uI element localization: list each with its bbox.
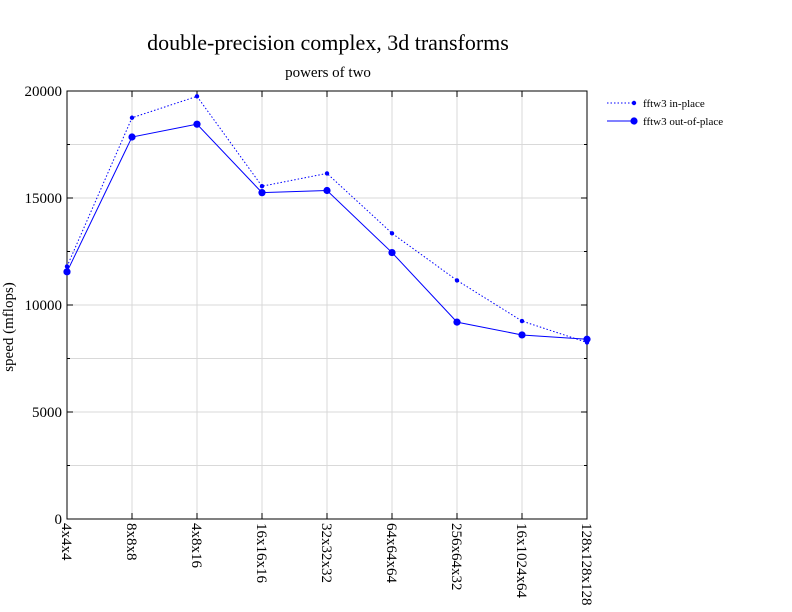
- grid-lines: [67, 91, 587, 519]
- data-point-out-of-place: [258, 189, 266, 197]
- x-tick-label: 4x4x4: [58, 523, 74, 561]
- x-tick-label: 64x64x64: [383, 523, 399, 584]
- y-tick-label: 20000: [25, 84, 63, 100]
- y-axis-label: speed (mflops): [1, 282, 17, 372]
- data-point-out-of-place: [323, 186, 331, 195]
- data-point-out-of-place: [128, 133, 136, 141]
- y-tick-label: 15000: [25, 191, 63, 207]
- data-point-in-place: [454, 278, 460, 283]
- data-point-out-of-place: [518, 331, 526, 339]
- x-tick-label: 128x128x128: [578, 523, 594, 606]
- y-tick-label: 0: [55, 512, 63, 528]
- y-axis-tick-labels: 0 5000 10000 15000 20000: [25, 84, 63, 528]
- data-point-in-place: [64, 264, 70, 269]
- data-point-out-of-place: [388, 248, 396, 257]
- x-tick-label: 16x1024x64: [513, 523, 529, 599]
- data-point-out-of-place: [453, 318, 461, 326]
- x-tick-label: 4x8x16: [188, 523, 204, 569]
- data-point-out-of-place: [583, 335, 591, 343]
- y-tick-label: 5000: [32, 405, 62, 421]
- data-point-in-place: [129, 115, 135, 120]
- legend-label: fftw3 out-of-place: [643, 116, 723, 128]
- data-point-in-place: [389, 231, 395, 236]
- legend-label: fftw3 in-place: [643, 98, 705, 110]
- data-point-in-place: [194, 94, 200, 99]
- axis-ticks: [66, 90, 588, 520]
- data-series: [63, 94, 591, 345]
- chart-subtitle: powers of two: [285, 65, 371, 81]
- x-tick-label: 8x8x8: [123, 523, 139, 561]
- legend: fftw3 in-place fftw3 out-of-place: [607, 98, 723, 128]
- x-axis-tick-labels: 4x4x4 8x8x8 4x8x16 16x16x16 32x32x32 64x64x64…: [58, 523, 594, 606]
- y-tick-label: 10000: [25, 298, 63, 314]
- data-point-in-place: [324, 171, 330, 176]
- data-point-out-of-place: [63, 268, 71, 276]
- x-tick-label: 256x64x32: [448, 523, 464, 591]
- x-tick-label: 16x16x16: [253, 523, 269, 584]
- legend-swatch-marker: [631, 100, 637, 106]
- series-line-in-place: [66, 95, 588, 343]
- data-point-in-place: [519, 318, 525, 324]
- data-point-out-of-place: [193, 120, 201, 128]
- x-tick-label: 32x32x32: [318, 523, 334, 583]
- data-point-in-place: [259, 184, 265, 189]
- chart-title: double-precision complex, 3d transforms: [147, 30, 509, 55]
- legend-swatch-marker: [630, 117, 638, 125]
